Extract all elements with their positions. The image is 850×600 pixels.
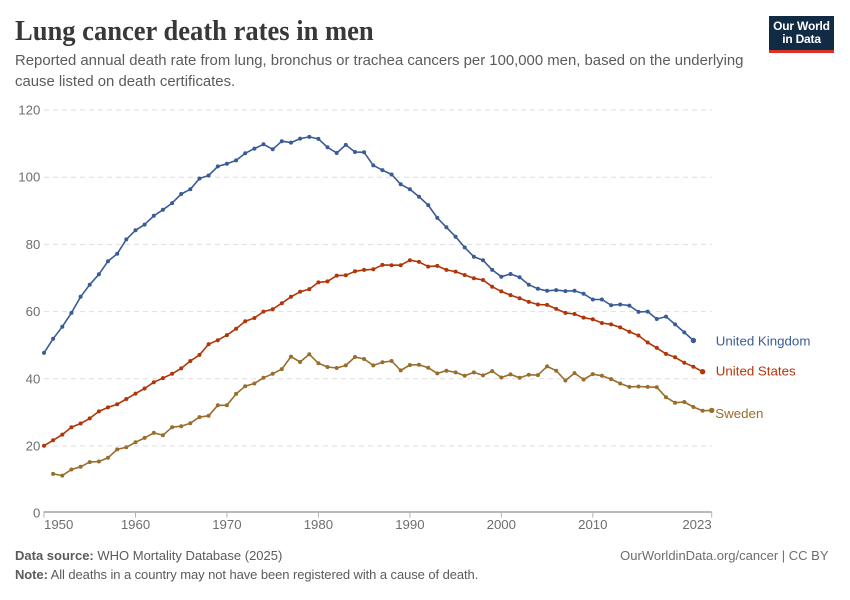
- svg-text:1990: 1990: [395, 517, 424, 532]
- svg-text:100: 100: [18, 170, 40, 185]
- svg-text:Sweden: Sweden: [715, 406, 763, 421]
- svg-text:2000: 2000: [487, 517, 516, 532]
- svg-text:2010: 2010: [578, 517, 607, 532]
- svg-text:1970: 1970: [212, 517, 241, 532]
- svg-text:60: 60: [26, 304, 41, 319]
- svg-text:20: 20: [26, 439, 41, 454]
- svg-text:2023: 2023: [682, 517, 711, 532]
- svg-text:40: 40: [26, 371, 41, 386]
- svg-text:United Kingdom: United Kingdom: [716, 334, 811, 349]
- svg-text:1980: 1980: [304, 517, 333, 532]
- svg-text:United States: United States: [716, 363, 796, 378]
- svg-text:1960: 1960: [121, 517, 150, 532]
- svg-text:1950: 1950: [44, 517, 73, 532]
- svg-text:0: 0: [33, 506, 40, 521]
- svg-text:120: 120: [18, 103, 40, 118]
- svg-text:80: 80: [26, 237, 41, 252]
